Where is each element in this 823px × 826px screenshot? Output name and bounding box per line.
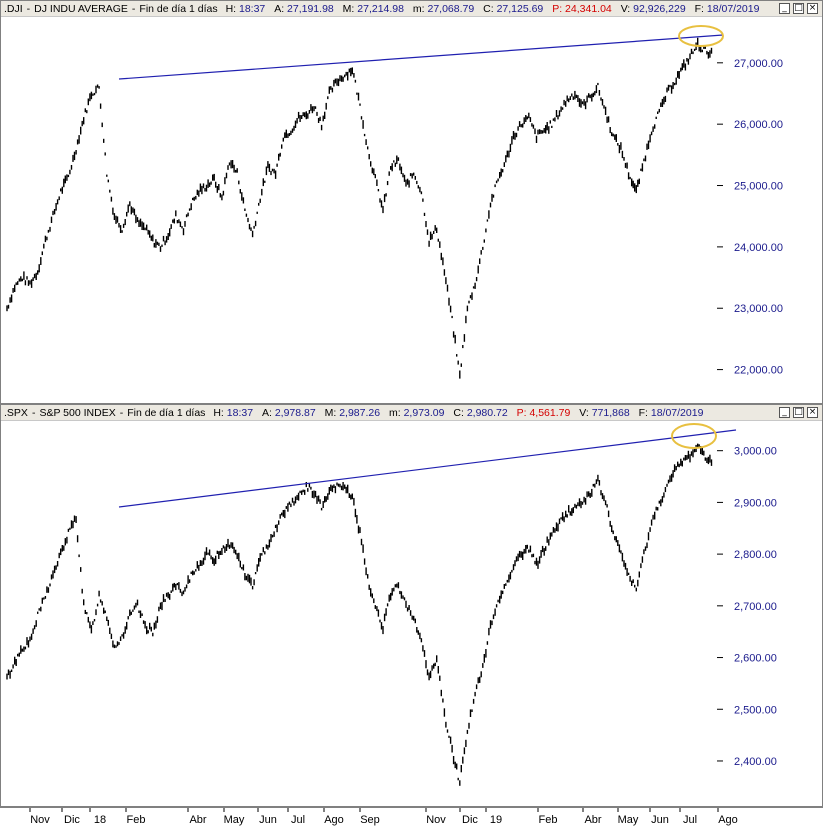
month-label: Abr (189, 814, 206, 826)
close-button[interactable]: × (807, 407, 818, 418)
dji-date: 18/07/2019 (706, 3, 760, 15)
dji-price-label: 25,000.00 (734, 181, 783, 193)
spx-highlight-circle (671, 423, 717, 449)
dji-name: DJ INDU AVERAGE (34, 3, 128, 15)
spx-symbol: .SPX (4, 407, 28, 419)
month-label: 18 (94, 814, 106, 826)
month-label: 19 (490, 814, 502, 826)
dji-symbol: .DJI (4, 3, 23, 15)
dji-price-chart[interactable]: 27,000.00 26,000.00 25,000.00 24,000.00 23,0… (1, 18, 822, 403)
maximize-button[interactable]: □ (793, 3, 804, 14)
dji-title-bar: .DJI - DJ INDU AVERAGE - Fin de día 1 días H… (1, 1, 822, 17)
dji-highlight-circle (678, 25, 724, 47)
spx-trendline (118, 429, 737, 508)
dji-price-label: 23,000.00 (734, 303, 783, 315)
month-label: Dic (64, 814, 80, 826)
spx-period: Fin de día 1 días (127, 407, 206, 419)
spx-price-label: 2,800.00 (734, 549, 777, 561)
dji-period: Fin de día 1 días (139, 3, 218, 15)
month-label: Jul (291, 814, 305, 826)
dji-chart-panel[interactable]: .DJI - DJ INDU AVERAGE - Fin de día 1 días H… (0, 0, 823, 404)
time-axis: Nov Dic 18 Feb Abr May Jun Jul Ago Sep Nov Dic 19 Feb… (0, 807, 823, 826)
month-label: Nov (426, 814, 446, 826)
minimize-button[interactable]: _ (779, 407, 790, 418)
month-label: Jul (683, 814, 697, 826)
spx-high: 2,987.26 (339, 407, 381, 419)
spx-price-label: 2,500.00 (734, 704, 777, 716)
spx-title-bar: .SPX - S&P 500 INDEX - Fin de día 1 días H: … (1, 405, 822, 421)
month-label: Abr (584, 814, 601, 826)
spx-low: 2,973.09 (403, 407, 445, 419)
spx-close: 2,980.72 (466, 407, 508, 419)
spx-p-value: 4,561.79 (529, 407, 571, 419)
dji-low: 27,068.79 (427, 3, 475, 15)
dji-p-value: 24,341.04 (565, 3, 612, 15)
month-label: Dic (462, 814, 478, 826)
dji-trendline (118, 34, 724, 80)
spx-price-label: 2,700.00 (734, 601, 777, 613)
dji-hour: 18:37 (238, 3, 266, 15)
spx-chart-panel[interactable]: .SPX - S&P 500 INDEX - Fin de día 1 días H: … (0, 404, 823, 807)
spx-price-label: 2,600.00 (734, 653, 777, 665)
month-label: May (618, 814, 639, 826)
spx-volume: 771,868 (591, 407, 630, 419)
month-label: Nov (30, 814, 50, 826)
spx-price-label: 2,900.00 (734, 497, 777, 509)
month-label: Sep (360, 814, 380, 826)
month-label: Jun (259, 814, 277, 826)
month-label: Ago (718, 814, 738, 826)
month-label: May (224, 814, 245, 826)
dji-price-label: 26,000.00 (734, 119, 783, 131)
spx-window-controls: _ □ × (779, 407, 818, 418)
spx-open: 2,978.87 (274, 407, 316, 419)
close-button[interactable]: × (807, 3, 818, 14)
spx-name: S&P 500 INDEX (39, 407, 116, 419)
dji-volume: 92,926,229 (633, 3, 686, 15)
spx-price-label: 3,000.00 (734, 446, 777, 458)
month-label: Feb (539, 814, 558, 826)
spx-date: 18/07/2019 (650, 407, 704, 419)
maximize-button[interactable]: □ (793, 407, 804, 418)
dji-close: 27,125.69 (496, 3, 544, 15)
month-label: Ago (324, 814, 344, 826)
dji-price-label: 22,000.00 (734, 365, 783, 377)
spx-price-chart[interactable]: 3,000.00 2,900.00 2,800.00 2,700.00 2,600.00… (1, 422, 822, 807)
spx-price-label: 2,400.00 (734, 756, 777, 768)
dji-open: 27,191.98 (287, 3, 334, 15)
dji-window-controls: _ □ × (779, 3, 818, 14)
month-label: Jun (651, 814, 669, 826)
spx-hour: 18:37 (226, 407, 254, 419)
month-label: Feb (127, 814, 146, 826)
dji-price-label: 24,000.00 (734, 242, 783, 254)
minimize-button[interactable]: _ (779, 3, 790, 14)
dji-high: 27,214.98 (357, 3, 404, 15)
dji-price-label: 27,000.00 (734, 58, 783, 70)
